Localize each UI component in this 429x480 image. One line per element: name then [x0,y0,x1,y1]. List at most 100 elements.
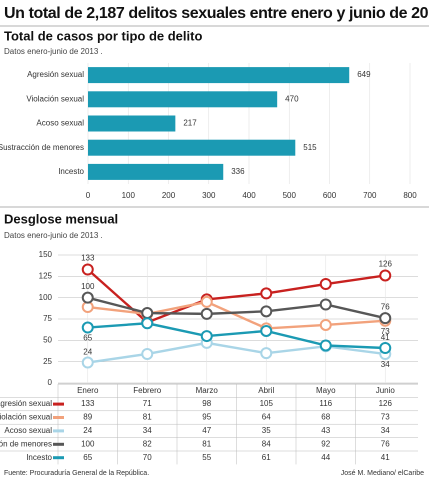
table-cell: 24 [83,426,92,435]
point [319,339,332,352]
y-tick-label: 50 [43,335,52,344]
category-label: Agresión sexual [27,70,84,79]
x-tick-label: 600 [323,191,337,200]
series-line [87,296,386,320]
table-cell: 47 [202,426,211,435]
table-cell: 81 [143,413,152,422]
point [260,287,273,300]
table-cell: 43 [321,426,330,435]
table-cell: 68 [321,413,330,422]
table-cell: 81 [202,439,211,448]
data-label: 41 [381,333,390,342]
point [260,324,273,337]
table-header: Febrero [133,386,162,395]
bar [88,139,296,156]
line-chart-subtitle: Datos enero-junio de 2013 . [4,231,103,240]
data-label: 100 [81,282,95,291]
value-label: 515 [303,143,317,152]
table-cell: 100 [81,439,95,448]
y-tick-label: 0 [48,378,53,387]
credit: José M. Mediano/ elCaribe [341,470,424,477]
point [319,278,332,291]
y-tick-label: 75 [43,314,52,323]
data-label: 73 [381,327,390,336]
y-tick-label: 100 [39,293,53,302]
point [81,291,94,304]
point [379,269,392,282]
value-label: 336 [231,167,245,176]
x-tick-label: 800 [403,191,417,200]
point [81,263,94,276]
y-tick-label: 25 [43,357,52,366]
point [319,298,332,311]
point [260,347,273,360]
table-cell: 73 [381,413,390,422]
x-tick-label: 500 [283,191,297,200]
bar [88,91,278,108]
table-header: Marzo [196,386,219,395]
value-label: 470 [285,94,299,103]
table-cell: 84 [262,439,271,448]
table-header: Enero [77,386,99,395]
table-cell: 34 [143,426,152,435]
table-cell: 71 [143,399,152,408]
bar [88,115,176,132]
point [260,305,273,318]
table-cell: 89 [83,413,92,422]
bar [88,67,350,84]
data-label: 126 [379,260,393,269]
point [200,307,213,320]
bar-chart-subtitle: Datos enero-junio de 2013 . [4,47,103,56]
point [200,330,213,343]
point [141,317,154,330]
series-line [87,300,386,330]
table-header: Mayo [316,386,336,395]
data-label: 24 [83,348,92,357]
table-cell: 95 [202,413,211,422]
legend-label: Agresión sexual [0,399,52,408]
value-label: 217 [183,119,197,128]
table-cell: 35 [262,426,271,435]
table-header: Junio [376,386,396,395]
data-label: 65 [83,334,92,343]
table-cell: 82 [143,439,152,448]
x-tick-label: 0 [86,191,91,200]
line-chart-title: Desglose mensual [4,211,118,226]
value-label: 649 [357,70,371,79]
x-tick-label: 100 [122,191,136,200]
table-cell: 41 [381,453,390,462]
y-tick-label: 125 [39,271,53,280]
data-label: 34 [381,360,390,369]
point [379,312,392,325]
series-line [87,322,386,350]
table-cell: 98 [202,399,211,408]
point [379,342,392,355]
x-tick-label: 200 [162,191,176,200]
table-header: Abril [258,386,274,395]
table-cell: 61 [262,453,271,462]
table-cell: 92 [321,439,330,448]
main-title: Un total de 2,187 delitos sexuales entre… [4,5,429,22]
x-tick-label: 300 [202,191,216,200]
category-label: Acoso sexual [36,119,84,128]
table-cell: 70 [143,453,152,462]
bar [88,163,224,180]
point [141,347,154,360]
bar-chart-title: Total de casos por tipo de delito [4,28,202,43]
point [81,356,94,369]
y-tick-label: 150 [39,250,53,259]
table-cell: 55 [202,453,211,462]
table-cell: 64 [262,413,271,422]
point [81,321,94,334]
data-label: 133 [81,254,95,263]
table-cell: 76 [381,439,390,448]
point [141,307,154,320]
category-label: Sustracción de menores [0,143,84,152]
legend-label: Incesto [26,453,52,462]
category-label: Incesto [58,167,84,176]
data-label: 76 [381,302,390,311]
table-cell: 116 [319,399,332,408]
series-line [87,341,386,364]
table-cell: 34 [381,426,390,435]
